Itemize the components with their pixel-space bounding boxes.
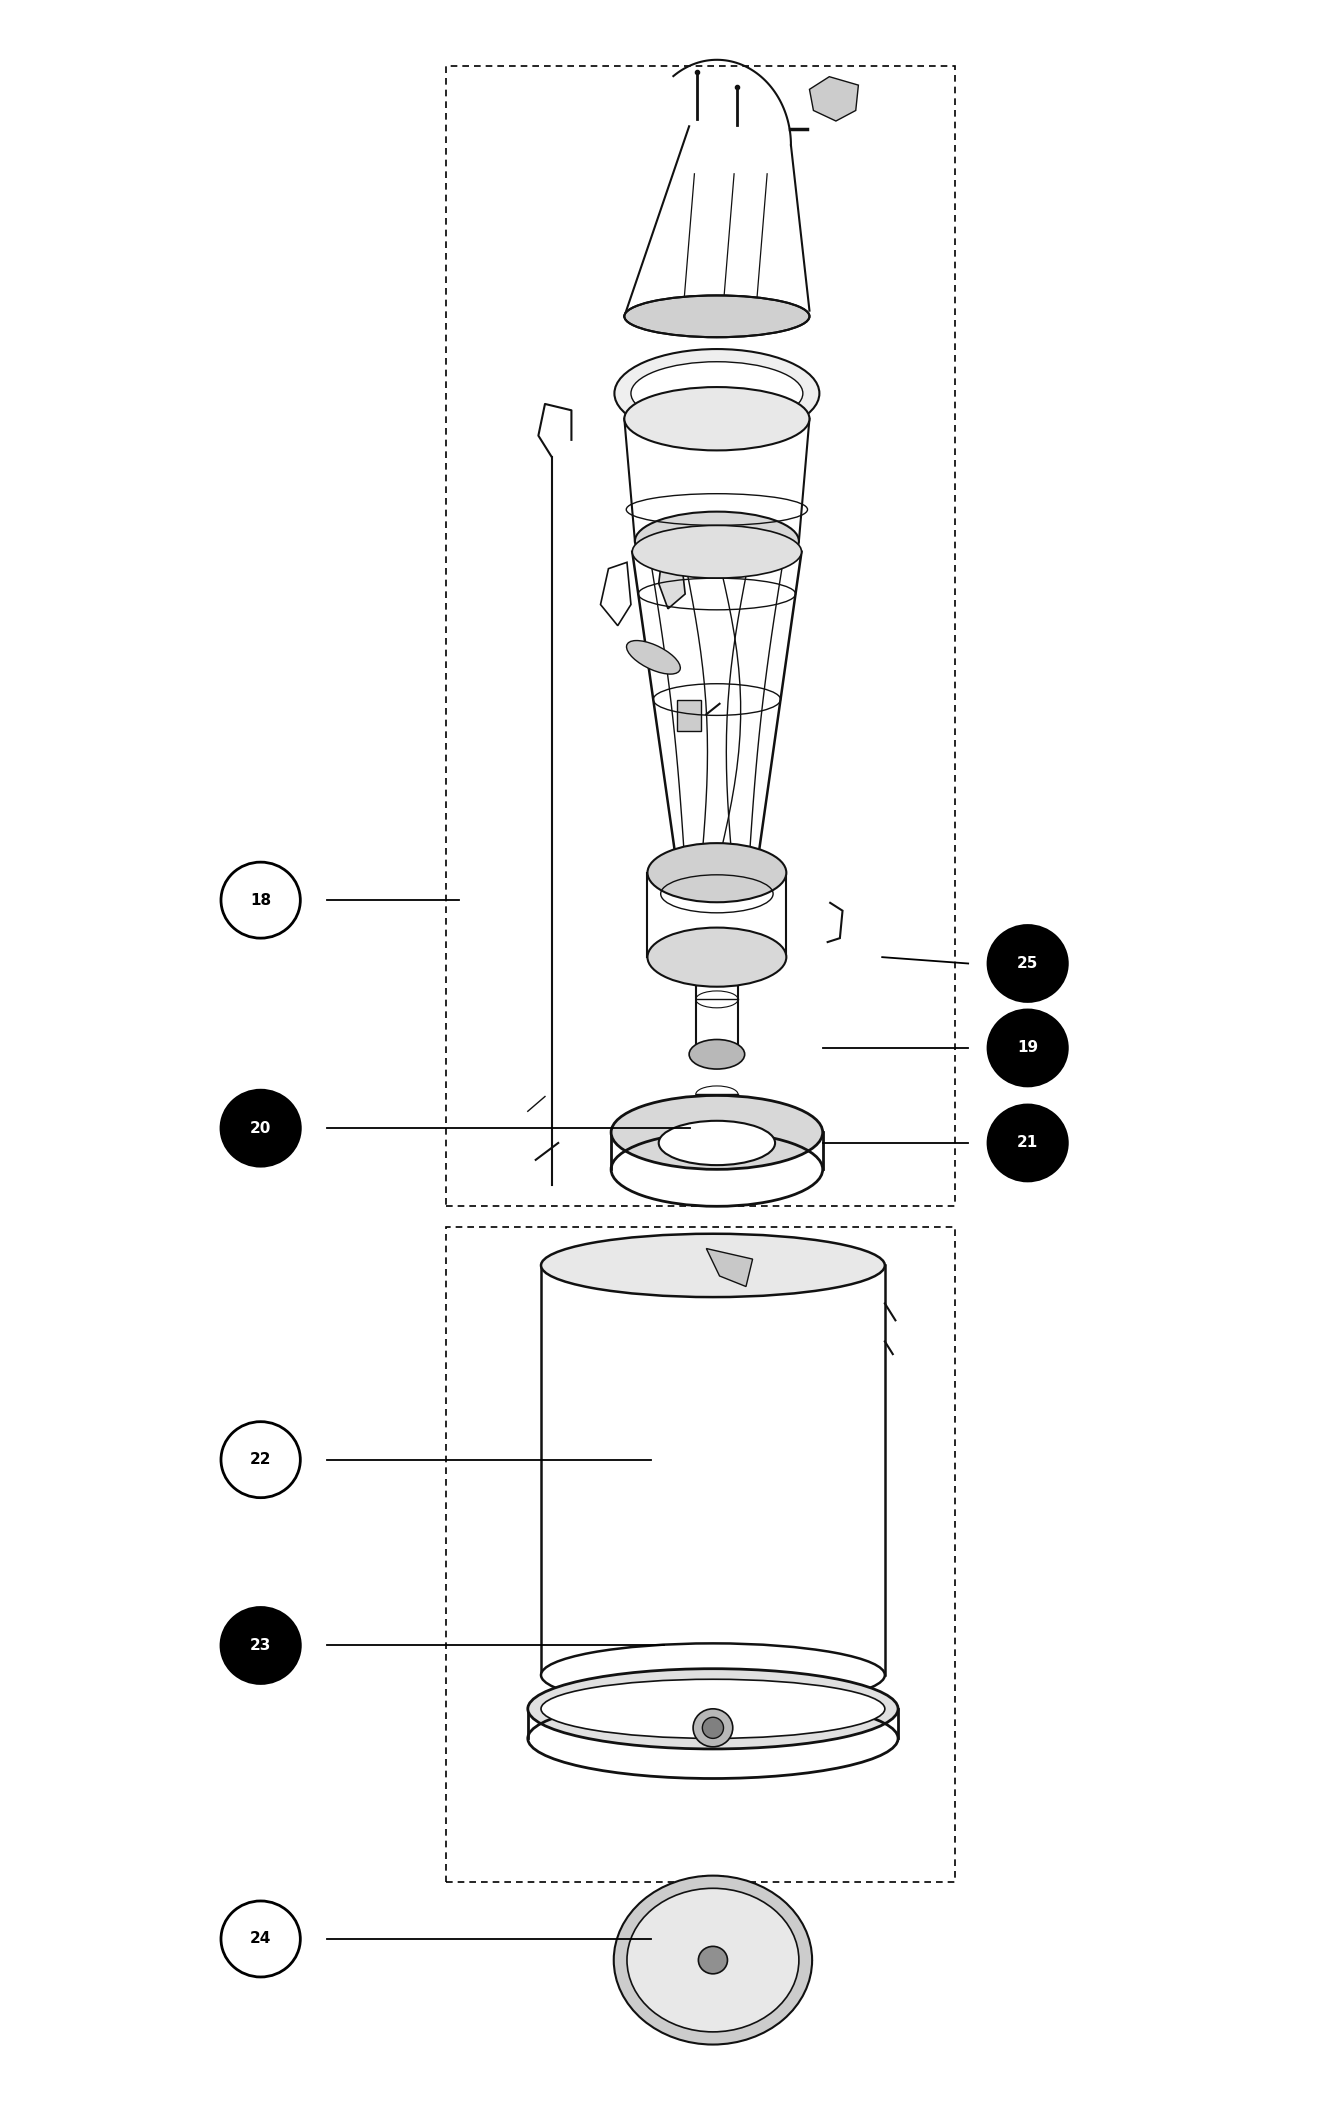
Ellipse shape — [696, 944, 738, 970]
Bar — [446, 1228, 955, 1882]
Ellipse shape — [624, 387, 810, 451]
Polygon shape — [600, 563, 631, 627]
Ellipse shape — [611, 1094, 822, 1169]
Ellipse shape — [988, 1105, 1068, 1181]
Text: 25: 25 — [1017, 957, 1038, 972]
Ellipse shape — [988, 925, 1068, 1001]
Text: 18: 18 — [250, 893, 271, 908]
Ellipse shape — [220, 1423, 300, 1497]
Text: 19: 19 — [1017, 1039, 1038, 1056]
Bar — [446, 66, 955, 1207]
Polygon shape — [706, 1249, 753, 1287]
Ellipse shape — [677, 851, 757, 885]
Ellipse shape — [220, 1901, 300, 1977]
Ellipse shape — [540, 1234, 884, 1298]
Ellipse shape — [631, 362, 803, 426]
Ellipse shape — [527, 1668, 898, 1749]
Text: 23: 23 — [250, 1639, 271, 1653]
Text: 22: 22 — [250, 1452, 271, 1467]
Ellipse shape — [689, 1039, 745, 1069]
Ellipse shape — [220, 1090, 300, 1166]
Bar — [677, 699, 701, 730]
Ellipse shape — [624, 296, 810, 337]
Ellipse shape — [659, 1120, 776, 1164]
Ellipse shape — [635, 512, 799, 572]
Ellipse shape — [627, 641, 680, 673]
Ellipse shape — [699, 1946, 728, 1973]
Text: 24: 24 — [250, 1931, 271, 1946]
Polygon shape — [659, 559, 685, 610]
Text: 21: 21 — [1017, 1135, 1038, 1150]
Ellipse shape — [627, 1888, 799, 2032]
Ellipse shape — [220, 862, 300, 938]
Ellipse shape — [648, 843, 786, 902]
Ellipse shape — [693, 1708, 733, 1747]
Ellipse shape — [632, 525, 802, 578]
Ellipse shape — [988, 1010, 1068, 1086]
Ellipse shape — [615, 349, 819, 438]
Ellipse shape — [703, 1717, 724, 1738]
Polygon shape — [810, 76, 858, 121]
Text: 20: 20 — [250, 1120, 271, 1135]
Ellipse shape — [614, 1876, 813, 2045]
Ellipse shape — [540, 1643, 884, 1706]
Ellipse shape — [648, 927, 786, 987]
Ellipse shape — [540, 1679, 884, 1738]
Ellipse shape — [220, 1607, 300, 1683]
